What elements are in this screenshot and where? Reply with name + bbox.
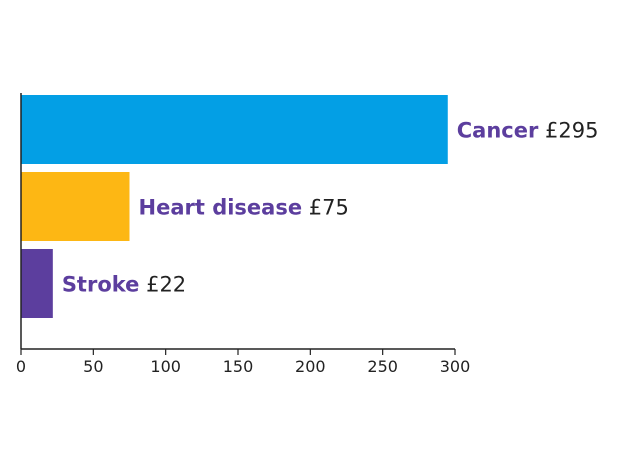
value-label: £75: [302, 196, 349, 220]
bars-layer: [21, 95, 448, 318]
category-label: Stroke: [62, 273, 140, 297]
x-axis: 0 50 100 150 200 250 300: [16, 93, 470, 376]
bar-label-heart-disease: Heart disease £75: [139, 196, 349, 220]
bar-stroke: [21, 249, 53, 318]
x-tick-label: 150: [223, 357, 254, 376]
value-label: £22: [139, 273, 186, 297]
x-tick-label: 300: [440, 357, 471, 376]
category-label: Cancer: [457, 119, 539, 143]
x-tick-label: 0: [16, 357, 26, 376]
bar-heart-disease: [21, 172, 130, 241]
x-tick-label: 200: [295, 357, 326, 376]
x-tick-label: 50: [83, 357, 103, 376]
bar-cancer: [21, 95, 448, 164]
value-label: £295: [538, 119, 598, 143]
bar-label-stroke: Stroke £22: [62, 273, 186, 297]
bar-labels-layer: Cancer £295 Heart disease £75 Stroke £22: [62, 119, 599, 297]
bar-label-cancer: Cancer £295: [457, 119, 599, 143]
x-tick-label: 100: [150, 357, 181, 376]
category-label: Heart disease: [139, 196, 303, 220]
x-tick-label: 250: [367, 357, 398, 376]
